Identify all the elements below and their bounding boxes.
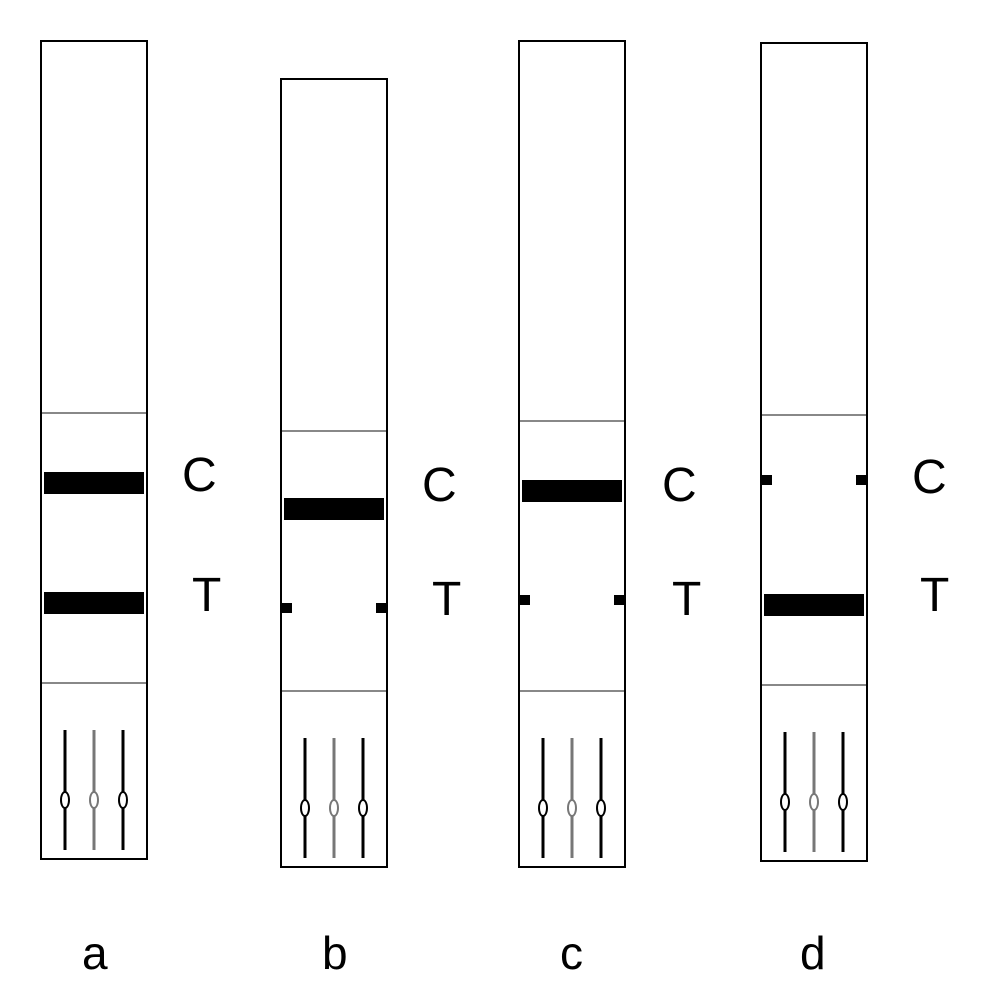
t-label-b: T bbox=[432, 572, 461, 627]
section-line-bottom bbox=[282, 690, 386, 692]
test-strip-c bbox=[518, 40, 626, 868]
figure-canvas: C T a C T b bbox=[0, 0, 986, 1000]
dot-icon bbox=[282, 603, 292, 613]
section-line-bottom bbox=[42, 682, 146, 684]
section-line-top bbox=[520, 420, 624, 422]
arrow-icon bbox=[297, 738, 313, 858]
test-band bbox=[764, 594, 864, 616]
test-band-dots bbox=[520, 594, 624, 606]
strip-group-a bbox=[40, 40, 148, 860]
t-label-d: T bbox=[920, 568, 949, 623]
t-label-a: T bbox=[192, 568, 221, 623]
dot-icon bbox=[856, 475, 866, 485]
strip-group-b bbox=[280, 78, 388, 868]
c-label-d: C bbox=[912, 450, 947, 505]
test-strip-b bbox=[280, 78, 388, 868]
arrow-icon bbox=[564, 738, 580, 858]
arrow-icon bbox=[835, 732, 851, 852]
section-line-bottom bbox=[520, 690, 624, 692]
arrow-region bbox=[528, 738, 616, 858]
c-label-c: C bbox=[662, 458, 697, 513]
arrow-region bbox=[290, 738, 378, 858]
test-band-dots bbox=[282, 602, 386, 614]
control-band bbox=[284, 498, 384, 520]
arrow-icon bbox=[57, 730, 73, 850]
strip-label-d: d bbox=[800, 926, 826, 980]
control-band bbox=[522, 480, 622, 502]
control-band-dots bbox=[762, 474, 866, 486]
arrow-icon bbox=[355, 738, 371, 858]
c-label-a: C bbox=[182, 448, 217, 503]
arrow-icon bbox=[326, 738, 342, 858]
dot-icon bbox=[520, 595, 530, 605]
control-band bbox=[44, 472, 144, 494]
section-line-top bbox=[282, 430, 386, 432]
section-line-top bbox=[42, 412, 146, 414]
strip-group-d bbox=[760, 42, 868, 862]
test-strip-d bbox=[760, 42, 868, 862]
t-label-c: T bbox=[672, 572, 701, 627]
arrow-region bbox=[770, 732, 858, 852]
section-line-bottom bbox=[762, 684, 866, 686]
dot-icon bbox=[614, 595, 624, 605]
arrow-region bbox=[50, 730, 138, 850]
strip-label-a: a bbox=[82, 926, 108, 980]
arrow-icon bbox=[115, 730, 131, 850]
test-band bbox=[44, 592, 144, 614]
arrow-icon bbox=[535, 738, 551, 858]
strip-label-c: c bbox=[560, 926, 583, 980]
arrow-icon bbox=[86, 730, 102, 850]
arrow-icon bbox=[593, 738, 609, 858]
c-label-b: C bbox=[422, 458, 457, 513]
strip-group-c bbox=[518, 40, 626, 868]
dot-icon bbox=[376, 603, 386, 613]
dot-icon bbox=[762, 475, 772, 485]
arrow-icon bbox=[777, 732, 793, 852]
strip-label-b: b bbox=[322, 926, 348, 980]
test-strip-a bbox=[40, 40, 148, 860]
arrow-icon bbox=[806, 732, 822, 852]
section-line-top bbox=[762, 414, 866, 416]
